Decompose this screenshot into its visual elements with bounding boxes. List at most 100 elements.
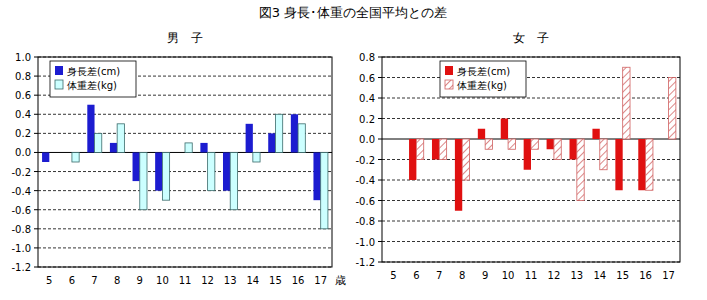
bar [291, 114, 298, 152]
tick-mark [34, 228, 38, 229]
tick-mark [378, 200, 382, 201]
bar [298, 124, 305, 153]
bar [570, 139, 577, 160]
tick-mark [378, 221, 382, 222]
tick-label: 0.2 [359, 114, 375, 125]
tick-label: 0.0 [359, 134, 375, 145]
bar [638, 139, 645, 190]
category-label: 16 [292, 275, 305, 286]
tick-mark [378, 262, 382, 263]
bar [508, 139, 515, 149]
category-label: 15 [269, 275, 282, 286]
chart-title: 男 子 [167, 31, 203, 45]
legend-swatch [55, 66, 63, 75]
grid-line [382, 221, 680, 222]
tick-label: 0.2 [15, 128, 31, 139]
tick-label: -1.2 [11, 262, 31, 273]
bar [485, 139, 492, 149]
bar [178, 152, 185, 153]
bar [253, 152, 260, 162]
tick-label: -0.8 [11, 224, 31, 235]
tick-label: 1.0 [15, 52, 31, 63]
bar [386, 139, 393, 140]
bar [72, 152, 79, 162]
bar [455, 139, 462, 211]
bar [65, 152, 72, 153]
category-label: 12 [201, 275, 214, 286]
tick-label: 0.4 [359, 93, 375, 104]
tick-mark [34, 267, 38, 268]
category-label: 15 [616, 270, 629, 281]
bar [133, 152, 140, 181]
bar [547, 139, 554, 149]
bar [501, 119, 508, 140]
bar [230, 152, 237, 209]
grid-line [38, 228, 332, 229]
bar [462, 139, 469, 180]
category-label: 17 [314, 275, 327, 286]
legend-box [50, 61, 136, 97]
bar [439, 139, 446, 160]
tick-mark [34, 209, 38, 210]
grid-line [38, 190, 332, 191]
bar [393, 139, 400, 140]
category-label: 14 [246, 275, 259, 286]
tick-mark [378, 98, 382, 99]
tick-label: 0.6 [15, 90, 31, 101]
category-label: 11 [525, 270, 538, 281]
category-label: 6 [413, 270, 419, 281]
legend: 身長差(cm) 体重差(kg) [440, 61, 526, 97]
category-label: 10 [502, 270, 515, 281]
bar [140, 152, 147, 209]
bar [600, 139, 607, 170]
grid-line [382, 118, 680, 119]
plot-area [382, 57, 680, 262]
bar [246, 124, 253, 153]
tick-label: -0.6 [355, 196, 375, 207]
grid-line [38, 171, 332, 172]
legend-label: 体重差(kg) [457, 80, 507, 91]
category-label: 13 [224, 275, 237, 286]
x-axis-label: 歳 [335, 274, 346, 287]
legend-label: 身長差(cm) [457, 66, 510, 77]
bar [478, 129, 485, 139]
legend-swatch [445, 66, 453, 75]
grid-line [382, 180, 680, 181]
tick-mark [34, 133, 38, 134]
bars [409, 67, 676, 211]
bar [592, 129, 599, 139]
tick-mark [378, 139, 382, 140]
tick-mark [378, 241, 382, 242]
legend-label: 体重差(kg) [67, 80, 117, 91]
tick-label: -0.6 [11, 205, 31, 216]
tick-label: -0.4 [11, 186, 31, 197]
bar [409, 139, 416, 180]
figure: 図3 身長･体重の全国平均との差男 子1.00.80.60.40.20.0-0.… [0, 0, 707, 300]
tick-mark [34, 114, 38, 115]
tick-label: -1.0 [11, 243, 31, 254]
bar [646, 139, 653, 190]
bar [208, 152, 215, 190]
bar [185, 143, 192, 153]
tick-mark [378, 159, 382, 160]
legend-swatch [445, 80, 453, 89]
tick-mark [378, 180, 382, 181]
bar [200, 143, 207, 153]
plot-area [38, 57, 332, 267]
tick-label: 0.4 [15, 109, 31, 120]
bar [275, 114, 282, 152]
legend-swatch [55, 80, 63, 89]
tick-mark [34, 247, 38, 248]
bar [615, 139, 622, 190]
grid-line [38, 133, 332, 134]
category-label: 7 [91, 275, 97, 286]
tick-label: -0.8 [355, 216, 375, 227]
bar [49, 152, 56, 153]
chart: 女 子0.80.60.40.20.0-0.2-0.4-0.6-0.8-1.0-1… [355, 31, 680, 281]
bar [223, 152, 230, 190]
tick-mark [34, 152, 38, 153]
bar [313, 152, 320, 200]
bar [577, 139, 584, 201]
tick-mark [34, 57, 38, 58]
plot-frame [38, 57, 332, 267]
